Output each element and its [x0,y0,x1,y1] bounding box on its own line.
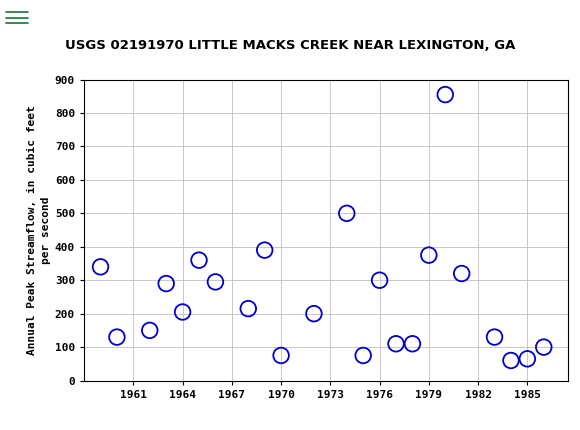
Y-axis label: Annual Peak Streamflow, in cubic feet
per second: Annual Peak Streamflow, in cubic feet pe… [27,105,50,355]
Point [375,277,384,284]
Point [342,210,351,217]
Point [490,334,499,341]
Text: USGS 02191970 LITTLE MACKS CREEK NEAR LEXINGTON, GA: USGS 02191970 LITTLE MACKS CREEK NEAR LE… [65,39,515,52]
Point [539,344,549,350]
Point [96,264,105,270]
Point [194,257,204,264]
FancyBboxPatch shape [4,4,30,29]
Point [523,355,532,362]
Point [260,247,269,254]
Point [244,305,253,312]
Point [277,352,286,359]
Point [441,91,450,98]
Point [113,334,122,341]
Point [145,327,154,334]
Point [162,280,171,287]
Point [211,279,220,286]
Point [358,352,368,359]
Point [392,340,401,347]
Point [309,310,318,317]
Point [457,270,466,277]
Point [408,340,417,347]
Point [424,252,433,258]
Point [506,357,516,364]
Text: USGS: USGS [36,8,87,26]
Point [178,309,187,316]
